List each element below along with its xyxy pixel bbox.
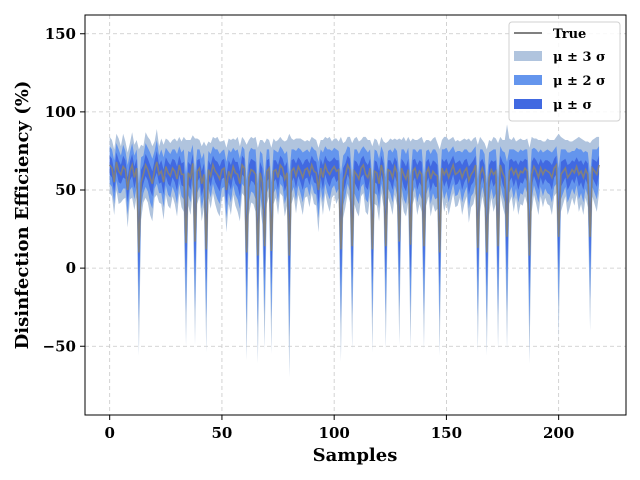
- y-tick-label: 50: [55, 181, 76, 199]
- legend: True μ ± 3 σ μ ± 2 σ μ ± σ: [508, 21, 621, 122]
- true-series-line: [109, 161, 600, 256]
- legend-band3-label: μ ± 3 σ: [553, 50, 606, 65]
- y-axis-ticks: −50 0 50 100 150: [43, 25, 85, 355]
- y-tick-label: −50: [43, 337, 76, 355]
- x-tick-label: 100: [319, 424, 350, 442]
- y-axis-label: Disinfection Efficiency (%): [12, 81, 33, 350]
- plot-area: [109, 124, 600, 378]
- y-tick-label: 0: [66, 259, 76, 277]
- x-tick-label: 150: [431, 424, 462, 442]
- legend-band1-label: μ ± σ: [553, 98, 592, 113]
- legend-true-label: True: [553, 27, 586, 42]
- legend-box: [508, 21, 621, 122]
- x-axis-ticks: 0 50 100 150 200: [104, 415, 574, 442]
- x-tick-label: 50: [211, 424, 232, 442]
- y-tick-label: 100: [45, 103, 76, 121]
- legend-band2-swatch: [514, 75, 542, 85]
- x-tick-label: 0: [104, 424, 114, 442]
- plot-frame: [84, 14, 627, 416]
- legend-band1-swatch: [514, 99, 542, 109]
- x-tick-label: 200: [543, 424, 574, 442]
- legend-band3-swatch: [514, 51, 542, 61]
- legend-band2-label: μ ± 2 σ: [553, 74, 606, 89]
- x-axis-label: Samples: [313, 445, 398, 466]
- y-tick-label: 150: [45, 25, 76, 43]
